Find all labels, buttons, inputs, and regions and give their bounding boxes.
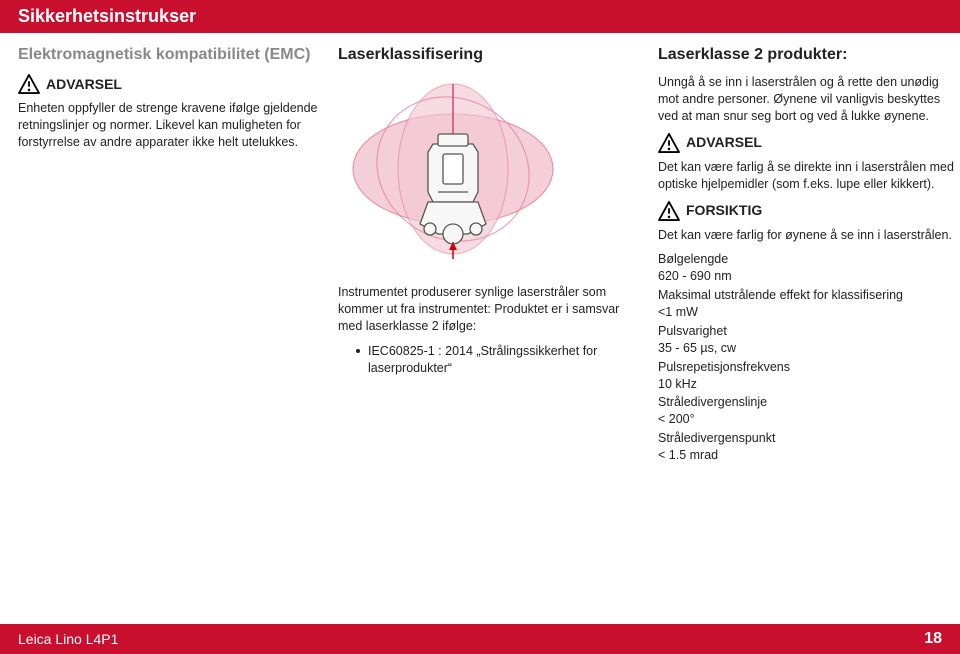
column-emc: Elektromagnetisk kompatibilitet (EMC) AD…	[18, 45, 318, 464]
warning-label: ADVARSEL	[46, 75, 122, 94]
warning-icon	[658, 133, 680, 153]
footer-product: Leica Lino L4P1	[18, 631, 118, 647]
laser-diagram	[338, 74, 568, 274]
spec-value: 620 - 690 nm	[658, 268, 958, 285]
warning-icon	[658, 201, 680, 221]
caution-label: FORSIKTIG	[686, 201, 762, 220]
header-title: Sikkerhetsinstrukser	[18, 6, 196, 26]
column-laser-products: Laserklasse 2 produkter: Unngå å se inn …	[658, 45, 958, 464]
laserclass-heading: Laserklassifisering	[338, 45, 638, 64]
spec-key: Bølgelengde	[658, 251, 958, 268]
laserproducts-body3: Det kan være farlig for øynene å se inn …	[658, 227, 958, 244]
warning-advarsel-laser: ADVARSEL	[658, 133, 958, 153]
spec-list: Bølgelengde620 - 690 nm Maksimal utstråle…	[658, 251, 958, 464]
spec-value: 35 - 65 µs, cw	[658, 340, 958, 357]
laserproducts-body1: Unngå å se inn i laserstrålen og å rette…	[658, 74, 958, 125]
iec-bullet-text: IEC60825-1 : 2014 „Strålingssikkerhet fo…	[368, 343, 638, 377]
caution-forsiktig: FORSIKTIG	[658, 201, 958, 221]
spec-key: Pulsvarighet	[658, 323, 958, 340]
warning-icon	[18, 74, 40, 94]
spec-key: Stråledivergenslinje	[658, 394, 958, 411]
iec-bullet: IEC60825-1 : 2014 „Strålingssikkerhet fo…	[356, 343, 638, 377]
spec-value: < 200°	[658, 411, 958, 428]
spec-value: < 1.5 mrad	[658, 447, 958, 464]
emc-body: Enheten oppfyller de strenge kravene ifø…	[18, 100, 318, 151]
header-bar: Sikkerhetsinstrukser	[0, 0, 960, 33]
laserproducts-body2: Det kan være farlig å se direkte inn i l…	[658, 159, 958, 193]
spec-key: Maksimal utstrålende effekt for klassifi…	[658, 287, 958, 304]
emc-heading: Elektromagnetisk kompatibilitet (EMC)	[18, 45, 318, 64]
spec-value: 10 kHz	[658, 376, 958, 393]
bullet-dot-icon	[356, 349, 360, 353]
footer-bar: Leica Lino L4P1 18	[0, 624, 960, 654]
spec-key: Stråledivergenspunkt	[658, 430, 958, 447]
laserproducts-heading: Laserklasse 2 produkter:	[658, 45, 958, 64]
column-laser-class: Laserklassifisering	[338, 45, 638, 464]
warning-label: ADVARSEL	[686, 133, 762, 152]
spec-value: <1 mW	[658, 304, 958, 321]
spec-key: Pulsrepetisjonsfrekvens	[658, 359, 958, 376]
page: Sikkerhetsinstrukser Elektromagnetisk ko…	[0, 0, 960, 654]
content-columns: Elektromagnetisk kompatibilitet (EMC) AD…	[0, 33, 960, 464]
warning-advarsel-emc: ADVARSEL	[18, 74, 318, 94]
laserclass-body: Instrumentet produserer synlige laserstr…	[338, 284, 638, 335]
footer-page-number: 18	[924, 630, 942, 648]
